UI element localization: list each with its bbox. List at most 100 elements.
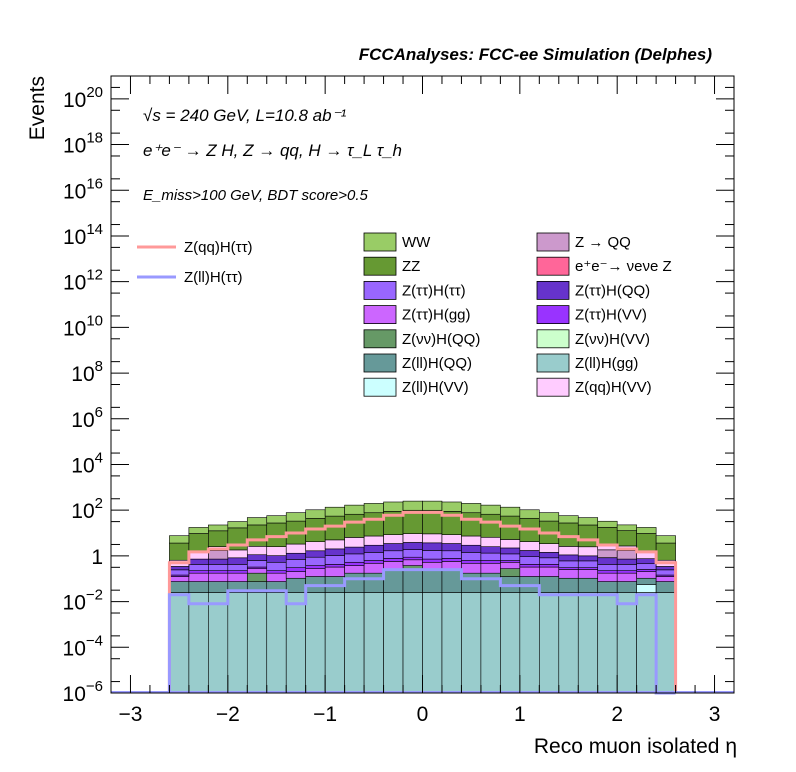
bar xyxy=(539,552,560,559)
bar xyxy=(246,517,268,526)
bar xyxy=(577,517,599,526)
bar xyxy=(344,513,365,538)
bar xyxy=(636,533,657,552)
bar xyxy=(597,592,618,694)
bar xyxy=(324,515,345,541)
bar xyxy=(324,555,345,565)
bar xyxy=(324,548,345,556)
legend-swatch xyxy=(363,256,397,276)
bar xyxy=(188,527,209,534)
bar xyxy=(169,569,190,576)
bar xyxy=(188,592,209,694)
bar xyxy=(636,571,657,579)
bar xyxy=(636,527,657,534)
line-series-1 xyxy=(167,568,676,695)
bar xyxy=(266,555,287,563)
bar xyxy=(305,568,326,577)
bar xyxy=(422,542,443,551)
bar xyxy=(266,515,287,524)
bar xyxy=(539,564,560,568)
legend-label: ZZ xyxy=(402,258,420,275)
bar xyxy=(539,592,560,694)
bar xyxy=(383,534,404,544)
bar xyxy=(363,552,384,561)
bar xyxy=(597,581,618,593)
bar xyxy=(597,570,618,574)
bar xyxy=(636,558,657,565)
line-series-0 xyxy=(167,510,678,693)
legend-label: Z(ττ)H(gg) xyxy=(402,307,471,324)
bar xyxy=(655,535,676,544)
bar xyxy=(305,556,326,566)
series-5 xyxy=(169,559,676,582)
bar xyxy=(539,512,560,522)
bar xyxy=(383,550,404,559)
bar xyxy=(383,543,404,552)
y-tick-label: 1 xyxy=(91,546,103,569)
bar xyxy=(636,592,657,694)
bar xyxy=(324,539,345,550)
bar xyxy=(402,500,423,511)
legend-label: Z(ll)H(VV) xyxy=(402,379,469,396)
bar xyxy=(383,592,404,694)
bar xyxy=(324,564,345,568)
x-axis-label: Reco muon isolated η xyxy=(534,735,737,758)
bar xyxy=(285,512,306,522)
bar xyxy=(500,515,521,540)
bar xyxy=(636,577,657,585)
legend-swatch xyxy=(536,329,570,349)
legend-label: Z(qq)H(ττ) xyxy=(184,239,253,256)
bar xyxy=(422,570,443,593)
x-tick-label: 1 xyxy=(514,703,526,726)
bar xyxy=(344,537,365,548)
bar xyxy=(188,564,209,571)
bar xyxy=(519,566,540,577)
bar xyxy=(344,504,365,515)
bar xyxy=(616,558,637,565)
bar xyxy=(246,524,268,547)
bar xyxy=(324,566,345,577)
bar xyxy=(402,570,423,593)
legend-swatch xyxy=(536,305,570,325)
bar xyxy=(655,581,676,593)
bar xyxy=(363,562,384,574)
legend: Z(qq)H(ττ) Z(ll)H(ττ) WW ZZ Z(ττ)H(ττ) Z(ττ)H… xyxy=(137,232,672,397)
y-tick-label: 10−4 xyxy=(63,632,103,660)
bar xyxy=(208,550,229,560)
bar xyxy=(227,521,248,529)
bar xyxy=(227,564,248,571)
bar xyxy=(577,592,599,694)
bar xyxy=(597,557,618,565)
bar xyxy=(500,553,521,561)
bar xyxy=(402,549,423,558)
bar xyxy=(188,572,209,582)
bar xyxy=(188,558,209,565)
bar xyxy=(558,515,579,524)
bar xyxy=(285,552,306,560)
bar xyxy=(616,572,637,582)
bar xyxy=(169,535,190,544)
bar xyxy=(597,572,618,582)
bar xyxy=(597,564,618,571)
legend-swatch xyxy=(363,353,397,373)
y-tick-label: 10−6 xyxy=(63,678,103,706)
bar xyxy=(597,520,618,528)
bar xyxy=(480,552,501,561)
bar xyxy=(616,581,637,593)
bar xyxy=(577,524,599,548)
bar xyxy=(480,536,501,547)
bar xyxy=(188,570,209,574)
bar xyxy=(616,550,637,560)
bar xyxy=(305,550,326,558)
bar xyxy=(519,592,540,694)
chart-title: FCCAnalyses: FCC-ee Simulation (Delphes) xyxy=(359,45,713,64)
bar xyxy=(539,557,560,565)
bar xyxy=(285,567,306,572)
bar xyxy=(441,543,462,552)
bar xyxy=(383,501,404,512)
y-tick-label: 104 xyxy=(71,449,103,477)
bar xyxy=(577,546,599,557)
bar xyxy=(422,558,443,563)
bar xyxy=(344,572,365,593)
